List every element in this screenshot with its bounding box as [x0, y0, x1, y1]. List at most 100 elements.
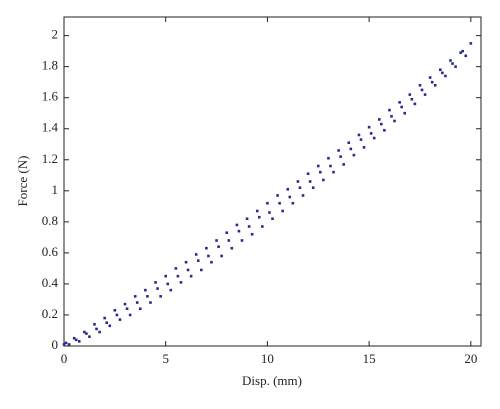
scatter-point — [410, 97, 414, 101]
scatter-point — [380, 122, 383, 126]
plot-frame — [63, 16, 482, 347]
scatter-point — [286, 187, 290, 191]
y-tick-label: 0.8 — [42, 213, 58, 228]
scatter-point — [250, 232, 254, 236]
scatter-point — [461, 49, 464, 53]
scatter-point — [115, 313, 119, 317]
scatter-point — [362, 146, 366, 149]
scatter-point — [367, 125, 371, 129]
scatter-point — [342, 163, 345, 166]
scatter-point — [215, 239, 218, 242]
scatter-point — [83, 330, 86, 334]
scatter-point — [469, 42, 473, 45]
scatter-point — [125, 307, 129, 311]
scatter-point — [301, 194, 305, 197]
y-tick-label: 2 — [52, 27, 59, 42]
scatter-point — [257, 215, 261, 219]
scatter-point — [164, 274, 168, 278]
scatter-point — [322, 178, 325, 182]
scatter-point — [408, 93, 412, 96]
scatter-point — [454, 65, 457, 68]
scatter-point — [388, 108, 391, 112]
scatter-point — [359, 138, 363, 141]
scatter-point — [138, 307, 142, 311]
scatter-point — [266, 201, 269, 205]
x-tick-label: 20 — [464, 351, 477, 366]
scatter-point — [135, 301, 139, 304]
scatter-point — [93, 322, 96, 326]
scatter-point — [179, 281, 183, 284]
scatter-point — [74, 338, 78, 342]
scatter-point — [278, 201, 281, 205]
scatter-point — [306, 172, 310, 176]
y-axis-label: Force (N) — [15, 156, 30, 207]
scatter-point — [174, 267, 178, 270]
scatter-point — [95, 327, 98, 331]
scatter-point — [349, 147, 353, 151]
scatter-point — [296, 180, 300, 183]
scatter-point — [403, 111, 407, 115]
scatter-point — [64, 341, 68, 345]
scatter-point — [118, 318, 122, 321]
scatter-point — [207, 254, 210, 258]
scatter-point — [62, 343, 66, 346]
y-tick-label: 0.6 — [42, 244, 59, 259]
scatter-point — [316, 164, 320, 168]
scatter-point — [464, 54, 468, 58]
scatter-point — [393, 119, 396, 123]
scatter-point — [133, 295, 137, 298]
scatter-point — [220, 254, 223, 258]
scatter-point — [184, 260, 188, 264]
scatter-point — [327, 156, 330, 160]
scatter-point — [383, 128, 386, 132]
scatter-point — [123, 302, 127, 306]
scatter-point — [230, 246, 234, 250]
y-tick-label: 0.2 — [42, 306, 58, 321]
scatter-point — [332, 170, 335, 174]
scatter-point — [319, 170, 322, 174]
scatter-point — [261, 225, 264, 228]
y-tick-label: 1.4 — [42, 120, 59, 135]
scatter-point — [308, 180, 312, 183]
scatter-point — [72, 336, 76, 340]
scatter-point — [329, 164, 332, 168]
scatter-point — [281, 209, 284, 213]
scatter-point — [247, 225, 251, 228]
scatter-point — [200, 268, 203, 272]
scatter-point — [347, 141, 351, 145]
scatter-point — [103, 316, 106, 320]
scatter-point — [154, 281, 157, 284]
scatter-point — [430, 80, 434, 84]
scatter-point — [105, 321, 109, 325]
scatter-point — [237, 229, 241, 233]
scatter-point — [439, 68, 442, 72]
x-tick-label: 15 — [363, 351, 376, 366]
scatter-point — [98, 330, 101, 334]
scatter-point — [88, 335, 91, 338]
scatter-point — [357, 133, 361, 137]
y-tick-label: 1.8 — [42, 58, 58, 73]
scatter-point — [276, 194, 279, 197]
y-tick-label: 0 — [52, 337, 59, 352]
scatter-point — [451, 62, 454, 65]
scatter-point — [255, 209, 259, 213]
scatter-point — [400, 105, 403, 109]
scatter-point — [67, 343, 71, 346]
scatter-point — [372, 136, 376, 140]
scatter-point — [144, 288, 147, 292]
scatter-point — [390, 115, 393, 118]
scatter-point — [85, 332, 88, 335]
scatter-point — [149, 301, 152, 304]
scatter-point — [128, 313, 132, 317]
scatter-point — [225, 231, 229, 235]
scatter-point — [240, 239, 244, 242]
scatter-point — [449, 59, 452, 62]
scatter-point — [113, 309, 117, 312]
scatter-point — [235, 223, 239, 227]
scatter-point — [369, 132, 373, 135]
scatter-point — [337, 149, 340, 152]
scatter-point — [444, 74, 447, 78]
x-tick-label: 5 — [162, 351, 169, 366]
scatter-point — [288, 195, 292, 199]
scatter-point — [196, 259, 200, 262]
